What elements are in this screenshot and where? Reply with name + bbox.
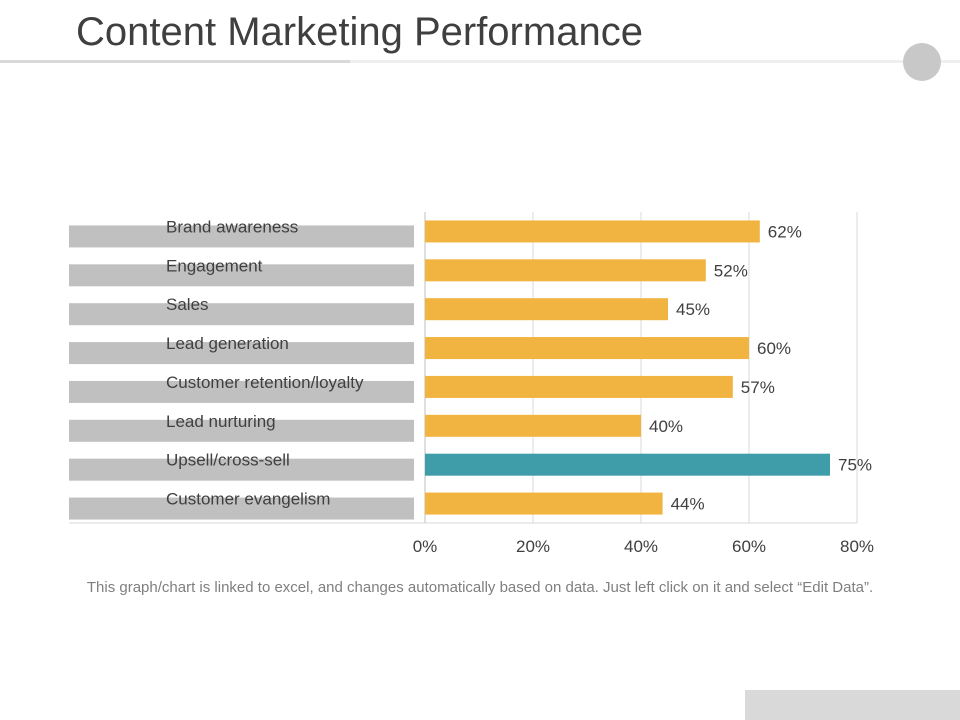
title-underline [0, 60, 350, 63]
category-label: Customer retention/loyalty [166, 373, 364, 392]
header-rule [350, 60, 960, 63]
category-label: Sales [166, 295, 209, 314]
bar [425, 298, 668, 321]
value-label: 45% [676, 300, 710, 319]
category-label: Engagement [166, 256, 263, 275]
bar [425, 492, 663, 515]
category-band [69, 264, 414, 287]
x-tick-label: 0% [413, 537, 438, 556]
value-label: 57% [741, 378, 775, 397]
bar [425, 259, 706, 282]
chart-footnote: This graph/chart is linked to excel, and… [86, 579, 874, 596]
category-label: Lead nurturing [166, 412, 276, 431]
x-tick-label: 60% [732, 537, 766, 556]
value-label: 40% [649, 417, 683, 436]
bar [425, 375, 733, 398]
category-band [69, 342, 414, 365]
category-label: Brand awareness [166, 217, 298, 236]
category-band [69, 303, 414, 326]
category-band [69, 380, 414, 403]
corner-decoration [745, 690, 960, 720]
category-band [69, 497, 414, 520]
category-label: Lead generation [166, 334, 289, 353]
value-label: 44% [671, 495, 705, 514]
value-label: 60% [757, 339, 791, 358]
category-label: Customer evangelism [166, 490, 330, 509]
value-label: 75% [838, 456, 872, 475]
page-title: Content Marketing Performance [76, 10, 643, 54]
x-tick-label: 40% [624, 537, 658, 556]
bar [425, 414, 641, 437]
category-band [69, 458, 414, 481]
category-label: Upsell/cross-sell [166, 451, 290, 470]
x-tick-label: 80% [840, 537, 874, 556]
decorative-circle [903, 43, 941, 81]
bar [425, 337, 749, 360]
value-label: 52% [714, 261, 748, 280]
value-label: 62% [768, 222, 802, 241]
bar [425, 453, 830, 476]
category-band [69, 225, 414, 248]
bar [425, 220, 760, 243]
x-tick-label: 20% [516, 537, 550, 556]
category-band [69, 419, 414, 442]
